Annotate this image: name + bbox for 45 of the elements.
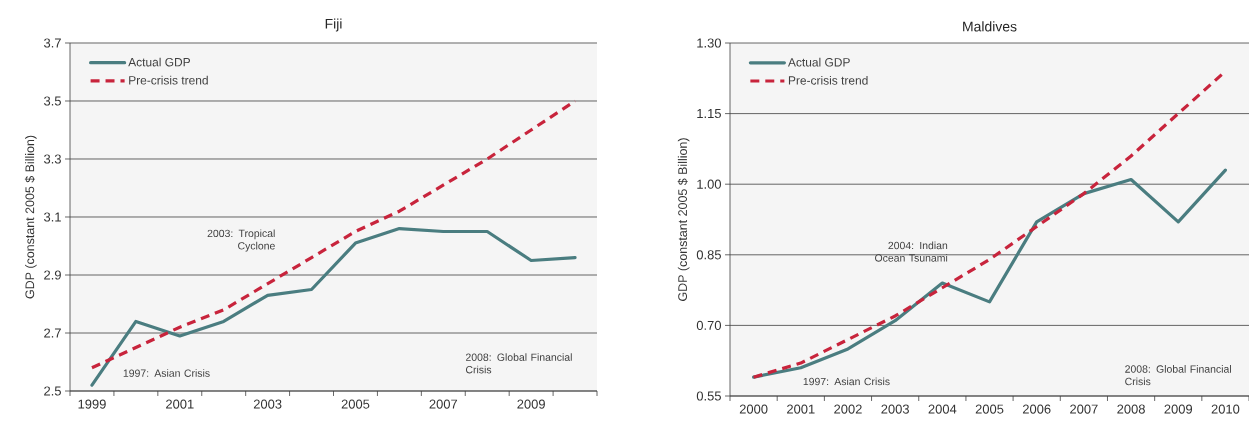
annotation: 2008: Global Financial Crisis	[1125, 365, 1231, 386]
chart-title: Maldives	[963, 21, 1017, 32]
x-tick-label: 2003	[253, 399, 282, 409]
annotation: 2008: Global Financial Crisis	[465, 353, 572, 374]
x-tick-label: 2001	[787, 404, 815, 414]
x-tick-label: 1999	[78, 399, 106, 409]
y-tick-label: 3.3	[44, 154, 61, 164]
y-tick-label: 0.70	[696, 320, 722, 330]
y-tick-label: 1.00	[697, 179, 722, 189]
legend-label: Pre-crisis trend	[788, 75, 868, 85]
x-tick-label: 2008	[1117, 404, 1145, 414]
y-tick-label: 1.30	[697, 38, 722, 48]
x-tick-label: 2009	[1164, 404, 1193, 414]
x-tick-label: 2009	[517, 399, 545, 409]
x-tick-label: 2001	[166, 399, 194, 409]
y-tick-label: 0.55	[696, 391, 721, 401]
y-tick-label: 3.1	[44, 212, 61, 222]
chart-title: Fiji	[325, 18, 342, 32]
y-tick-label: 0.85	[696, 250, 721, 260]
x-tick-label: 2000	[739, 404, 768, 414]
x-tick-label: 2005	[975, 404, 1004, 414]
y-tick-label: 2.7	[44, 328, 61, 338]
annotation: 1997: Asian Crisis	[123, 369, 210, 377]
x-tick-label: 2005	[341, 399, 370, 409]
y-tick-label: 1.15	[697, 109, 721, 119]
y-tick-label: 2.5	[44, 386, 61, 396]
annotation: 2003: Tropical Cyclone	[207, 229, 275, 252]
legend-label: Actual GDP	[128, 57, 191, 67]
x-tick-label: 2003	[881, 404, 909, 414]
x-tick-label: 2002	[834, 404, 862, 414]
y-tick-label: 3.5	[44, 96, 61, 106]
x-tick-label: 2007	[429, 399, 458, 409]
annotation: 2004: Indian Ocean Tsunami	[875, 241, 948, 262]
line-series	[90, 227, 577, 387]
x-tick-label: 2007	[1070, 404, 1098, 414]
annotation: 1997: Asian Crisis	[803, 377, 890, 386]
y-axis-title: GDP (constant 2005 $ Billion)	[24, 135, 37, 299]
y-tick-label: 2.9	[44, 270, 61, 280]
x-tick-label: 2010	[1211, 404, 1240, 414]
y-tick-label: 3.7	[44, 38, 61, 48]
y-axis-title: GDP (constant 2005 $ Billion)	[677, 138, 690, 301]
x-tick-label: 2004	[928, 404, 957, 414]
legend-label: Pre-crisis trend	[129, 75, 208, 85]
x-tick-label: 2006	[1022, 404, 1051, 414]
legend-label: Actual GDP	[787, 57, 850, 67]
